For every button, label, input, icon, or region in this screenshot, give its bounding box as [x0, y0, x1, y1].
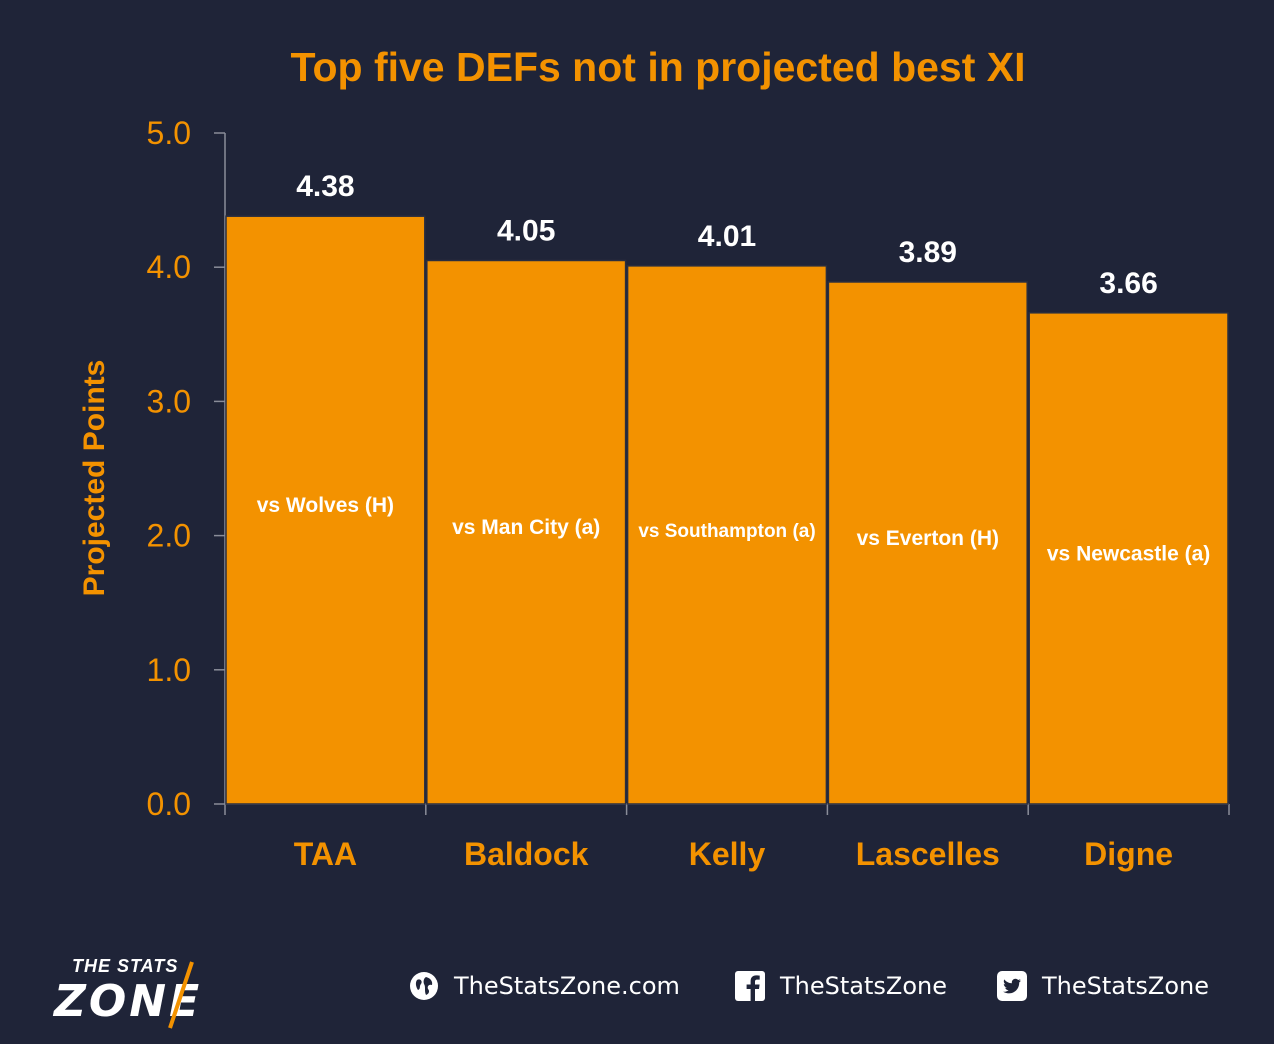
logo-top-text: THE STATS	[72, 956, 179, 976]
value-label: 4.38	[296, 170, 354, 203]
category-label: Baldock	[464, 836, 589, 872]
axes: 0.0 1.0 2.0 3.0 4.0 5.0	[147, 115, 1230, 822]
facebook-text: TheStatsZone	[780, 972, 948, 1000]
bar-kelly	[626, 265, 828, 805]
y-tick-label: 1.0	[147, 652, 191, 688]
twitter-icon	[996, 970, 1028, 1002]
value-label: 3.66	[1099, 267, 1157, 300]
bar-annotation: vs Everton (H)	[857, 527, 999, 550]
y-tick-label: 4.0	[147, 249, 191, 285]
stats-zone-logo: THE STATS ZONE	[50, 950, 270, 1030]
bar-baldock	[426, 259, 627, 805]
y-tick-label: 5.0	[147, 115, 191, 151]
facebook-link[interactable]: TheStatsZone	[734, 968, 947, 1004]
bars: 4.38 vs Wolves (H) TAA 4.05 vs Man City (a) B…	[225, 170, 1229, 872]
category-label: Kelly	[689, 836, 766, 872]
bar-annotation: vs Wolves (H)	[257, 494, 394, 517]
bar-digne	[1028, 312, 1229, 805]
bar-annotation: vs Newcastle (a)	[1047, 542, 1210, 565]
category-label: Lascelles	[856, 836, 1000, 872]
value-label: 3.89	[899, 236, 957, 269]
y-axis-label: Projected Points	[78, 360, 111, 597]
y-tick-label: 3.0	[147, 383, 191, 419]
y-tick-label: 2.0	[147, 518, 191, 554]
website-link[interactable]: TheStatsZone.com	[408, 968, 680, 1004]
bar-lascelles	[827, 281, 1028, 805]
category-label: Digne	[1084, 836, 1173, 872]
bar-annotation: vs Man City (a)	[452, 516, 600, 539]
value-label: 4.05	[497, 214, 555, 247]
bar-annotation: vs Southampton (a)	[638, 521, 815, 542]
chart-title: Top five DEFs not in projected best XI	[290, 44, 1026, 90]
bar-taa	[225, 215, 426, 805]
category-label: TAA	[294, 836, 357, 872]
y-tick-label: 0.0	[147, 786, 191, 822]
website-text: TheStatsZone.com	[454, 972, 680, 1000]
twitter-link[interactable]: TheStatsZone	[996, 968, 1209, 1004]
footer: THE STATS ZONE TheStatsZone.com TheStats…	[0, 940, 1274, 1040]
facebook-icon	[734, 970, 766, 1002]
globe-icon	[408, 970, 440, 1002]
twitter-text: TheStatsZone	[1042, 972, 1210, 1000]
logo-swoosh-icon	[168, 961, 194, 1029]
value-label: 4.01	[698, 220, 756, 253]
